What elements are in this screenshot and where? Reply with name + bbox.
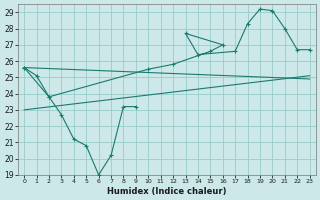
X-axis label: Humidex (Indice chaleur): Humidex (Indice chaleur) <box>107 187 227 196</box>
